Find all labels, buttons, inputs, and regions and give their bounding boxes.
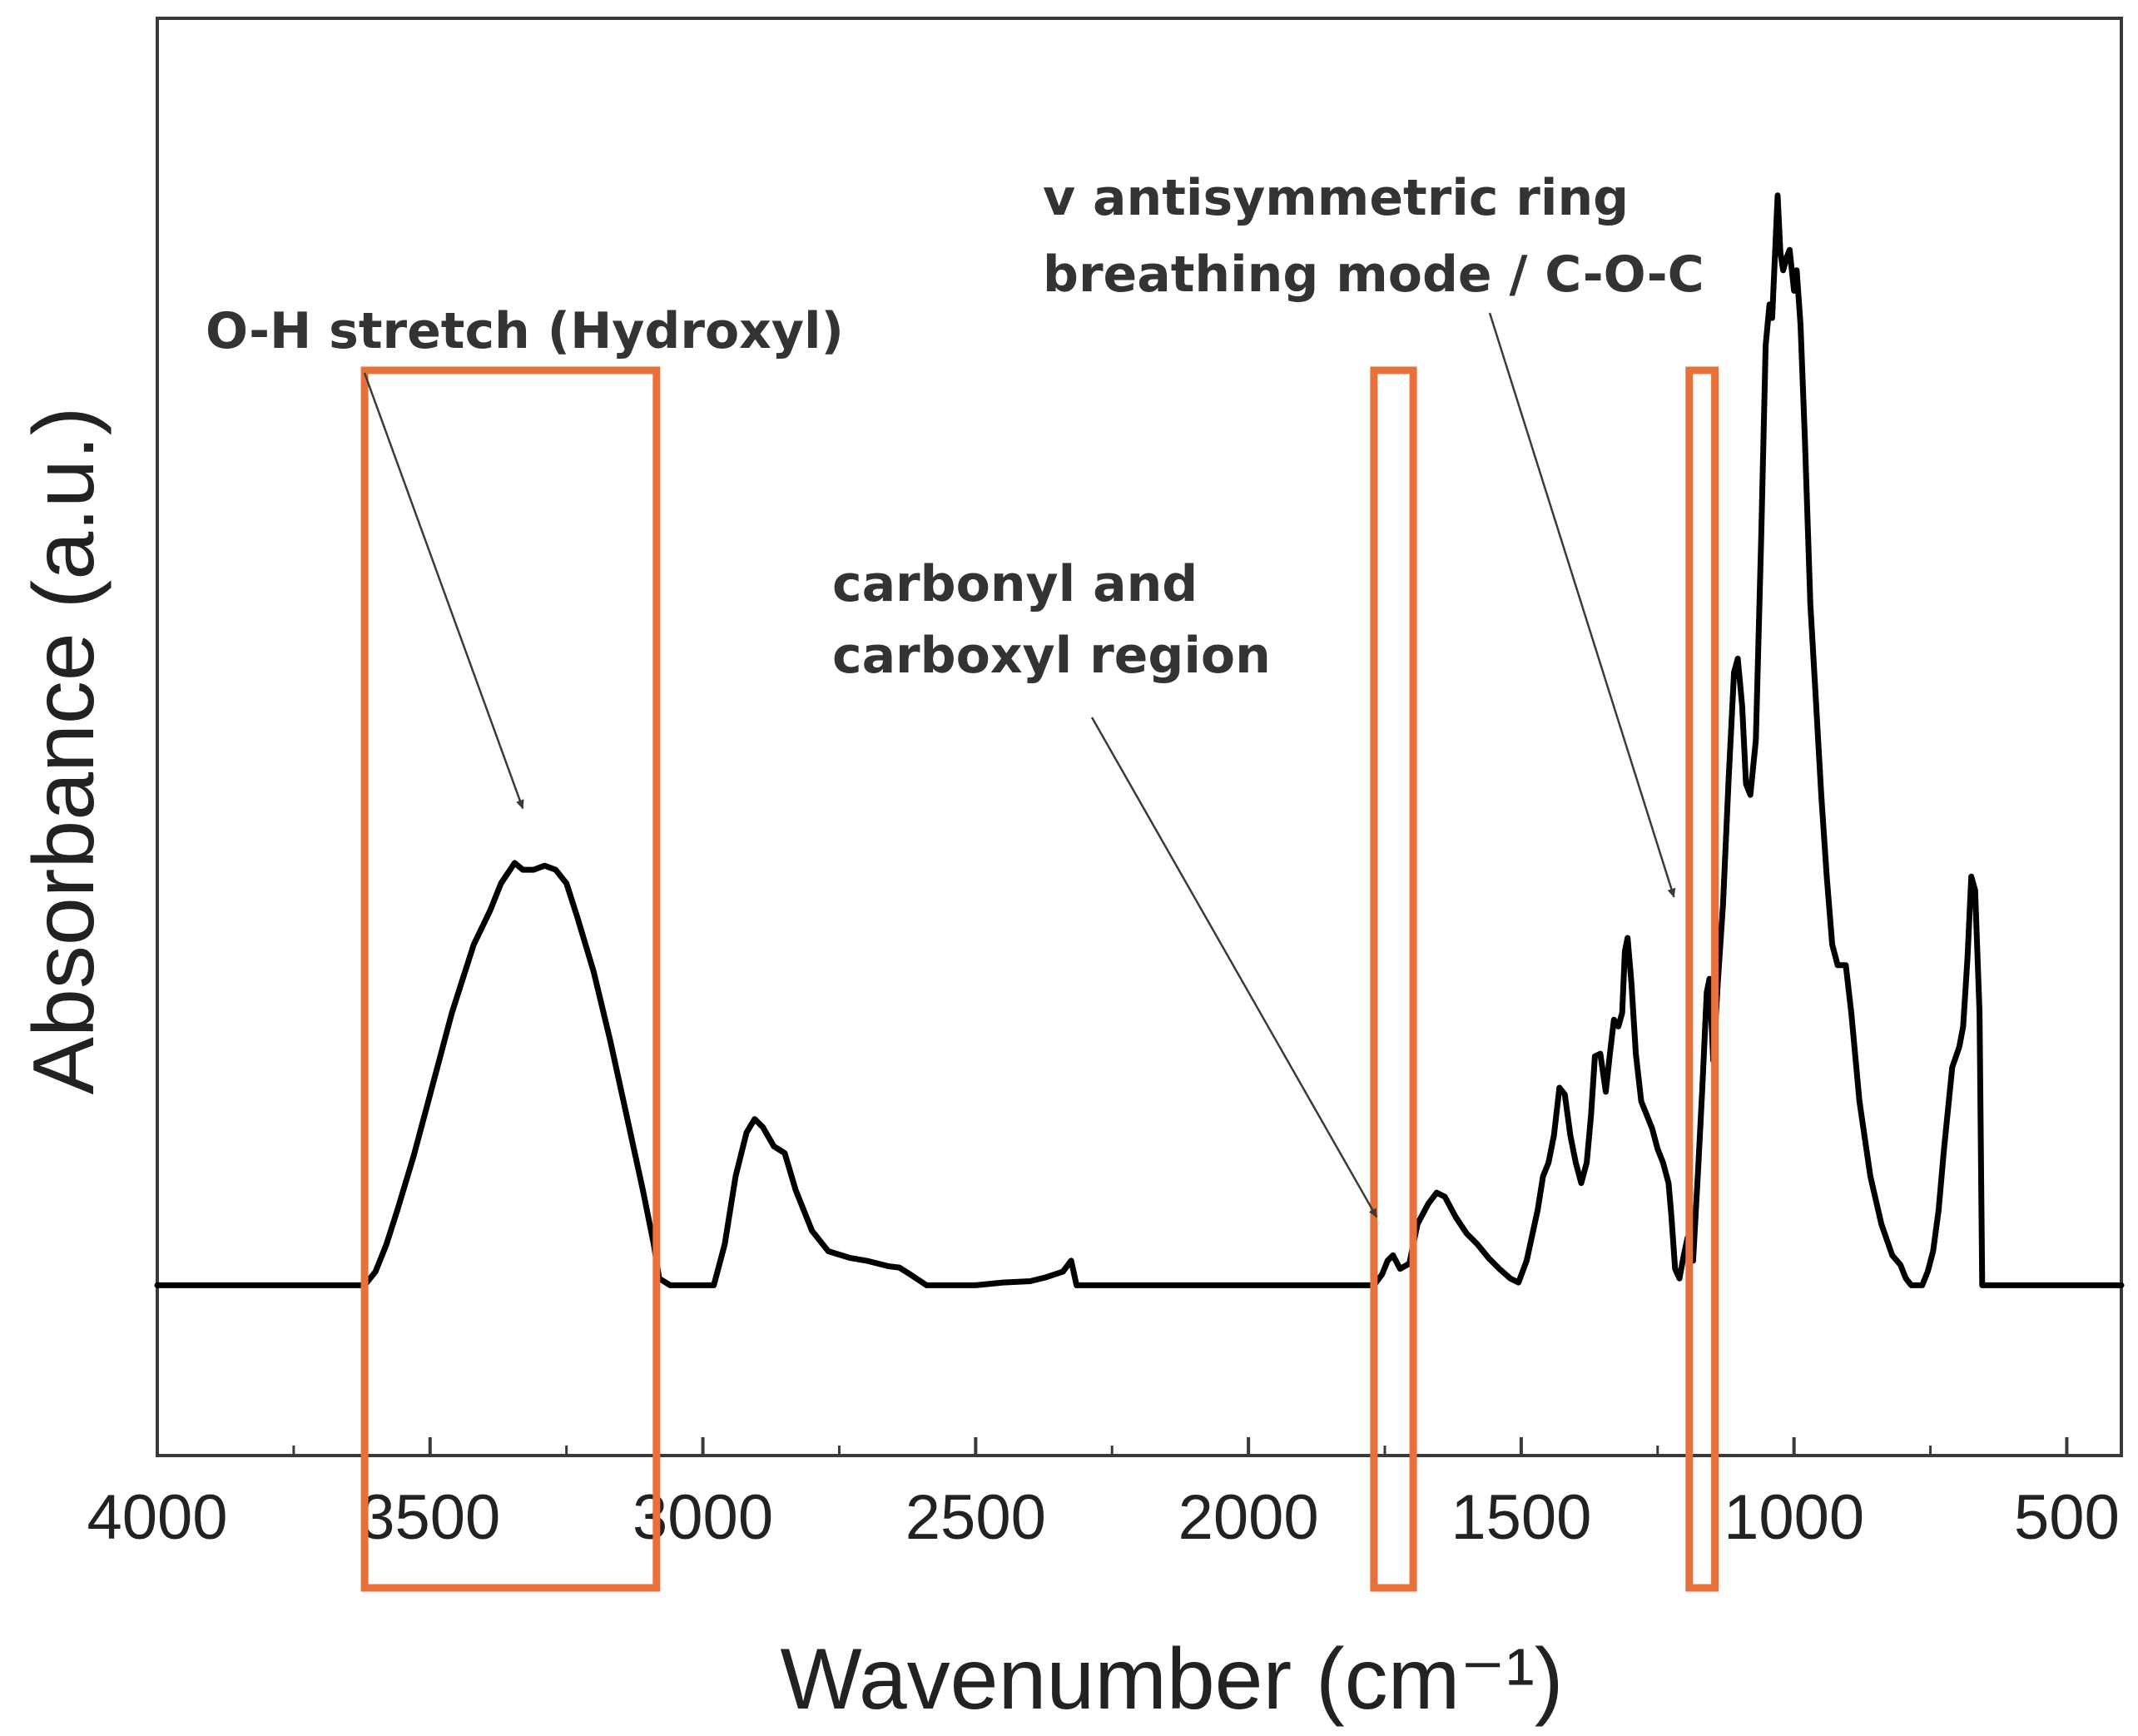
annotation-carbonyl-line1: carbonyl and [832,555,1198,613]
plot-frame [156,17,2123,1457]
annotations: O-H stretch (Hydroxyl) carbonyl and carb… [206,169,1704,1218]
y-axis-title: Absorbance (a.u.) [16,407,112,1095]
annotation-ring-line1: v antisymmetric ring [1043,169,1629,227]
annotation-arrow-carbonyl [1090,717,1378,1218]
annotation-arrow-ring-breathing [1488,312,1676,898]
x-tick-label-2500: 2500 [905,1482,1046,1553]
annotation-carbonyl-line2: carboxyl region [832,627,1271,685]
x-tick-label-2000: 2000 [1178,1482,1319,1553]
x-tick-label-500: 500 [2014,1482,2120,1553]
x-tick-label-1500: 1500 [1451,1482,1591,1553]
annotation-ring-line2: breathing mode / C-O-C [1043,246,1704,304]
x-tick-label-3500: 3500 [360,1482,500,1553]
highlight-region-3 [1685,366,1719,1592]
annotation-oh-stretch: O-H stretch (Hydroxyl) [206,302,844,360]
x-axis-ticks [156,1437,2069,1456]
highlight-region-2 [1370,366,1417,1592]
x-tick-label-4000: 4000 [87,1482,227,1553]
x-axis-title: Wavenumber (cm⁻¹) [781,1631,1564,1728]
highlight-region-1 [360,366,661,1592]
highlight-regions [360,366,1719,1592]
x-axis-tick-labels: 4000 3500 3000 2500 2000 1500 1000 500 [87,1482,2119,1553]
x-tick-label-1000: 1000 [1724,1482,1864,1553]
annotation-arrow-oh-stretch [363,372,524,810]
spectrum-line [154,192,2125,1288]
